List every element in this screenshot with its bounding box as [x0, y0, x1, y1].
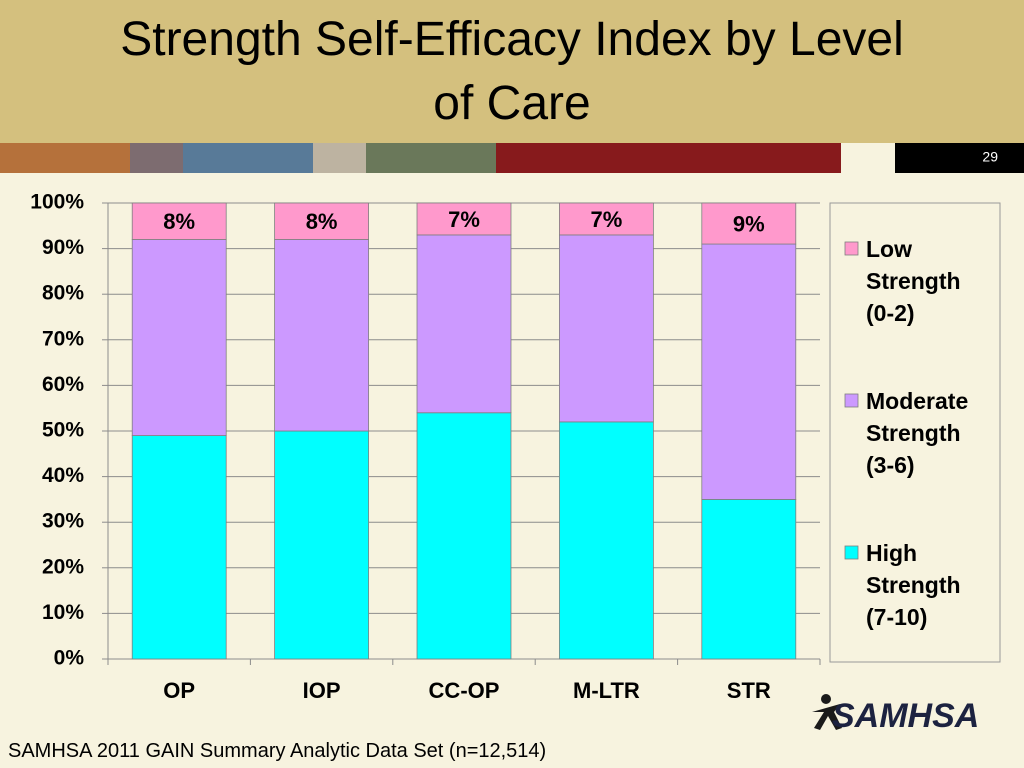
data-label: 8% [163, 209, 195, 234]
y-tick-label: 40% [42, 464, 84, 487]
logo-text: SAMHSA [832, 697, 979, 735]
y-tick-label: 50% [42, 419, 84, 442]
samhsa-icon [812, 694, 842, 730]
bar-segment [416, 412, 512, 660]
y-tick-label: 0% [54, 647, 85, 670]
legend-box [829, 202, 1001, 663]
data-label: 9% [733, 211, 765, 236]
y-tick-label: 100% [30, 191, 84, 214]
stripe [366, 143, 496, 173]
y-tick-label: 70% [42, 327, 84, 350]
bar-segment [274, 202, 369, 240]
legend-label: Moderate Strength (3-6) [866, 388, 969, 478]
legend-swatch [844, 241, 859, 256]
y-tick-label: 30% [42, 510, 84, 533]
stripe [0, 143, 130, 173]
bar-segment [701, 202, 797, 245]
bar-segment [131, 239, 227, 436]
bar-segment [701, 498, 797, 660]
bar-segment [701, 243, 797, 500]
y-tick-label: 90% [42, 236, 84, 259]
y-tick-label: 20% [42, 555, 84, 578]
data-label: 8% [306, 209, 338, 234]
bar-segment [559, 421, 654, 660]
stripe [130, 143, 183, 173]
data-label: 7% [591, 207, 623, 232]
y-tick-label: 10% [42, 601, 84, 624]
bar-segment [131, 435, 227, 660]
legend-label: High Strength (7-10) [866, 540, 961, 630]
bar-segment [416, 202, 512, 236]
header-band [0, 0, 1024, 143]
x-tick-label: OP [163, 678, 195, 703]
data-label: 7% [448, 207, 480, 232]
stripe [496, 143, 841, 173]
stripe [183, 143, 313, 173]
x-tick-label: M-LTR [573, 678, 640, 703]
slide-number: 29 [982, 149, 998, 165]
legend-swatch [844, 545, 859, 560]
bar-segment [416, 234, 512, 414]
stripe [841, 143, 895, 173]
stripe [895, 143, 1024, 173]
x-tick-label: STR [727, 678, 771, 703]
footer-source: SAMHSA 2011 GAIN Summary Analytic Data S… [8, 740, 547, 762]
y-tick-label: 80% [42, 282, 84, 305]
slide-title: Strength Self-Efficacy Index by Level of… [120, 13, 904, 130]
legend-swatch [844, 393, 859, 408]
bar-segment [274, 430, 369, 660]
x-tick-label: IOP [303, 678, 341, 703]
y-tick-label: 60% [42, 373, 84, 396]
bar-segment [559, 202, 654, 236]
bar-segment [559, 234, 654, 423]
bar-segment [274, 239, 369, 432]
bar-segment [131, 202, 227, 240]
legend-label: Low Strength (0-2) [866, 236, 961, 326]
x-tick-label: CC-OP [429, 678, 500, 703]
stripe [313, 143, 366, 173]
